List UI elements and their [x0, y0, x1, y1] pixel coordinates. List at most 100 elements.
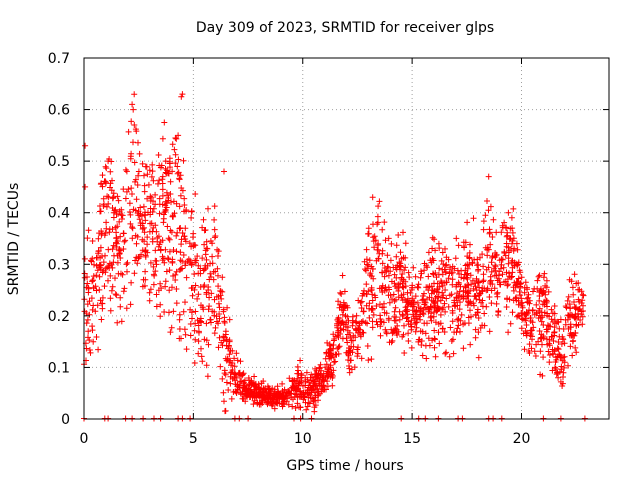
data-point — [341, 288, 348, 295]
data-point — [360, 329, 367, 336]
data-point — [156, 210, 163, 217]
data-point — [229, 367, 236, 373]
data-point — [437, 311, 444, 318]
data-point — [393, 242, 400, 249]
data-point — [369, 291, 376, 298]
data-point — [211, 330, 218, 337]
data-point — [539, 290, 546, 297]
data-point — [101, 201, 107, 208]
data-point — [132, 257, 139, 264]
data-point — [561, 353, 568, 360]
data-point — [488, 300, 495, 307]
data-point — [514, 246, 521, 253]
data-point — [224, 304, 231, 311]
data-point — [249, 394, 256, 401]
data-point — [465, 288, 472, 295]
data-point — [120, 186, 127, 193]
data-point — [310, 380, 317, 387]
data-point — [494, 277, 501, 284]
data-point — [422, 330, 429, 337]
data-point — [559, 380, 566, 387]
data-point — [505, 329, 512, 336]
data-point — [251, 373, 258, 380]
data-point — [562, 303, 569, 310]
data-point — [139, 160, 146, 167]
data-point — [397, 260, 404, 267]
data-point — [122, 166, 129, 173]
data-point — [179, 230, 186, 236]
data-point — [209, 240, 216, 247]
y-tick-label: 0.1 — [48, 360, 70, 376]
data-point — [120, 288, 127, 295]
data-point — [159, 173, 166, 180]
data-point — [145, 181, 152, 188]
data-point — [458, 311, 465, 318]
data-point — [454, 325, 461, 332]
data-point — [150, 205, 157, 212]
data-point — [135, 255, 142, 262]
data-point — [199, 358, 206, 365]
data-point — [254, 399, 261, 406]
data-point — [422, 299, 429, 306]
data-point — [260, 394, 267, 401]
data-point — [86, 298, 93, 305]
data-point — [567, 305, 574, 312]
data-point — [94, 302, 101, 309]
data-point — [113, 240, 120, 247]
data-point — [159, 180, 166, 187]
data-point — [292, 390, 299, 397]
data-point — [148, 173, 155, 180]
data-point — [448, 270, 455, 276]
data-point — [326, 346, 333, 353]
data-point — [403, 306, 410, 313]
y-tick-label: 0 — [61, 412, 70, 428]
data-point — [116, 250, 123, 257]
data-point — [203, 320, 210, 327]
data-point — [508, 214, 515, 221]
data-point — [173, 248, 180, 255]
data-point — [523, 322, 530, 328]
data-point — [363, 246, 370, 253]
data-point — [401, 350, 408, 356]
data-point — [206, 276, 213, 283]
data-point — [211, 216, 218, 223]
data-point — [152, 268, 159, 275]
data-point — [440, 261, 447, 268]
data-point — [442, 308, 449, 315]
data-point — [490, 216, 497, 223]
data-point — [127, 220, 134, 227]
data-point — [142, 211, 149, 218]
data-point — [470, 215, 477, 222]
data-point — [492, 263, 499, 270]
data-point — [301, 393, 307, 400]
data-point — [178, 335, 184, 342]
data-point — [141, 224, 147, 231]
data-point — [479, 303, 486, 310]
data-point — [480, 271, 487, 278]
data-point — [117, 303, 124, 310]
data-point — [159, 135, 166, 142]
data-point — [279, 403, 286, 410]
data-point — [199, 255, 206, 262]
data-point — [227, 380, 234, 387]
data-point — [166, 248, 173, 255]
data-point — [409, 284, 416, 291]
data-point — [89, 238, 96, 244]
data-point — [509, 229, 516, 236]
data-point — [90, 338, 97, 345]
data-point — [349, 349, 356, 356]
data-point — [546, 323, 553, 330]
data-point — [551, 347, 558, 354]
data-point — [515, 312, 522, 319]
data-point — [200, 216, 207, 223]
data-point — [571, 271, 578, 278]
data-point — [221, 318, 228, 325]
data-point — [343, 349, 350, 356]
data-point — [271, 386, 278, 393]
data-point — [431, 344, 438, 351]
data-point — [226, 359, 233, 366]
data-point — [396, 308, 403, 315]
data-point — [128, 185, 135, 192]
data-point — [215, 283, 222, 290]
data-point — [304, 389, 311, 396]
